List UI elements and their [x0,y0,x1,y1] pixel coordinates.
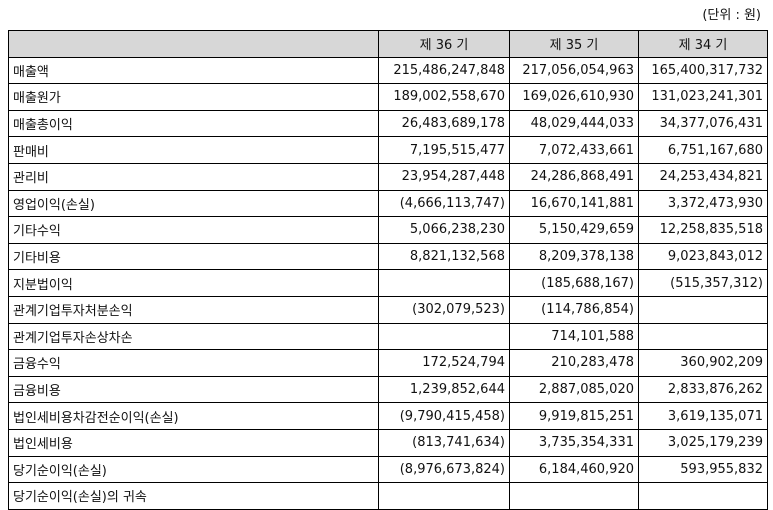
value-period-36: (4,666,113,747) [378,189,510,218]
value-period-35: 8,209,378,138 [509,242,639,271]
table-row: 당기순이익(손실) (8,976,673,824) 6,184,460,920 593… [8,455,768,484]
row-label: 매출액 [8,56,379,85]
table-row: 영업이익(손실) (4,666,113,747) 16,670,141,881 3,3… [8,189,768,218]
value-period-36: 172,524,794 [378,349,510,377]
value-period-36 [378,322,510,351]
table-row: 매출총이익 26,483,689,178 48,029,444,033 34,377,… [8,109,768,138]
row-label: 기타수익 [8,216,379,244]
value-period-34: 24,253,434,821 [638,162,768,191]
value-period-35: 217,056,054,963 [509,56,639,85]
value-period-36: 215,486,247,848 [378,56,510,85]
value-period-35: 169,026,610,930 [509,83,639,111]
value-period-36: 8,821,132,568 [378,242,510,271]
value-period-34: 34,377,076,431 [638,109,768,138]
row-label: 관계기업투자손상차손 [8,322,379,351]
value-period-34 [638,322,768,351]
value-period-36 [378,482,510,510]
row-label: 금융비용 [8,375,379,404]
unit-label: (단위 : 원) [702,8,761,23]
value-period-35: 2,887,085,020 [509,375,639,404]
value-period-34: 9,023,843,012 [638,242,768,271]
table-row: 기타수익 5,066,238,230 5,150,429,659 12,258,835… [8,216,768,244]
value-period-35: (185,688,167) [509,269,639,297]
value-period-34: 3,619,135,071 [638,402,768,430]
header-period-34: 제 34 기 [638,30,768,58]
income-statement-table: 제 36 기 제 35 기 제 34 기 매출액 215,486,247,848 2… [8,30,768,510]
row-label: 지분법이익 [8,269,379,297]
row-label: 법인세비용 [8,428,379,457]
value-period-34: 6,751,167,680 [638,136,768,164]
table-row: 매출원가 189,002,558,670 169,026,610,930 131,02… [8,83,768,111]
value-period-34: (515,357,312) [638,269,768,297]
value-period-36: 26,483,689,178 [378,109,510,138]
value-period-36: (813,741,634) [378,428,510,457]
row-label: 매출원가 [8,83,379,111]
row-label: 당기순이익(손실)의 귀속 [8,482,379,510]
table-row: 기타비용 8,821,132,568 8,209,378,138 9,023,843,… [8,242,768,271]
row-label: 판매비 [8,136,379,164]
value-period-36: (8,976,673,824) [378,455,510,484]
row-label: 관계기업투자처분손익 [8,295,379,324]
value-period-34: 3,025,179,239 [638,428,768,457]
row-label: 기타비용 [8,242,379,271]
value-period-36 [378,269,510,297]
value-period-36: 5,066,238,230 [378,216,510,244]
header-blank [8,30,379,58]
table-row: 관계기업투자처분손익 (302,079,523) (114,786,854) [8,295,768,324]
row-label: 영업이익(손실) [8,189,379,218]
value-period-35: 24,286,868,491 [509,162,639,191]
table-row: 금융비용 1,239,852,644 2,887,085,020 2,833,876,… [8,375,768,404]
table-row: 매출액 215,486,247,848 217,056,054,963 165,400… [8,56,768,85]
value-period-36: 7,195,515,477 [378,136,510,164]
table-row: 금융수익 172,524,794 210,283,478 360,902,209 [8,349,768,377]
value-period-35: 48,029,444,033 [509,109,639,138]
value-period-35: 6,184,460,920 [509,455,639,484]
value-period-35: 16,670,141,881 [509,189,639,218]
value-period-36: (9,790,415,458) [378,402,510,430]
value-period-34: 12,258,835,518 [638,216,768,244]
row-label: 법인세비용차감전순이익(손실) [8,402,379,430]
table-row: 법인세비용 (813,741,634) 3,735,354,331 3,025,179… [8,428,768,457]
value-period-34: 165,400,317,732 [638,56,768,85]
value-period-36: (302,079,523) [378,295,510,324]
table-row: 관리비 23,954,287,448 24,286,868,491 24,253,43… [8,162,768,191]
table-row: 판매비 7,195,515,477 7,072,433,661 6,751,167,6… [8,136,768,164]
row-label: 매출총이익 [8,109,379,138]
value-period-34 [638,295,768,324]
row-label: 당기순이익(손실) [8,455,379,484]
value-period-34: 131,023,241,301 [638,83,768,111]
value-period-34: 593,955,832 [638,455,768,484]
table-row: 지분법이익 (185,688,167) (515,357,312) [8,269,768,297]
value-period-34: 3,372,473,930 [638,189,768,218]
header-period-36: 제 36 기 [378,30,510,58]
value-period-35: (114,786,854) [509,295,639,324]
table-row: 관계기업투자손상차손 714,101,588 [8,322,768,351]
value-period-35: 210,283,478 [509,349,639,377]
table-header-row: 제 36 기 제 35 기 제 34 기 [8,30,768,58]
header-period-35: 제 35 기 [509,30,639,58]
value-period-35: 5,150,429,659 [509,216,639,244]
row-label: 금융수익 [8,349,379,377]
value-period-36: 1,239,852,644 [378,375,510,404]
value-period-35: 714,101,588 [509,322,639,351]
value-period-36: 23,954,287,448 [378,162,510,191]
value-period-35: 3,735,354,331 [509,428,639,457]
table-row: 법인세비용차감전순이익(손실) (9,790,415,458) 9,919,815,… [8,402,768,430]
row-label: 관리비 [8,162,379,191]
value-period-35 [509,482,639,510]
value-period-34: 2,833,876,262 [638,375,768,404]
value-period-34 [638,482,768,510]
value-period-35: 9,919,815,251 [509,402,639,430]
value-period-36: 189,002,558,670 [378,83,510,111]
value-period-35: 7,072,433,661 [509,136,639,164]
value-period-34: 360,902,209 [638,349,768,377]
table-row: 당기순이익(손실)의 귀속 [8,482,768,510]
